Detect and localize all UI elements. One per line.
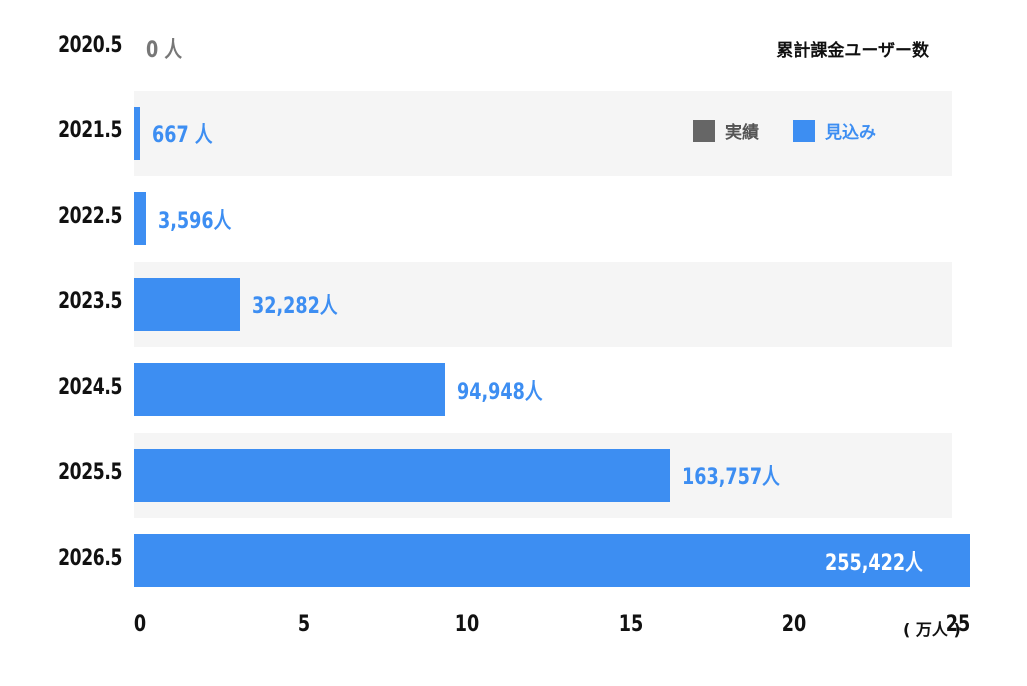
value-label: 163,757人 <box>681 465 780 491</box>
legend-swatch-actual <box>693 119 715 142</box>
value-label: 32,282人 <box>251 294 338 320</box>
legend: 実績 見込み <box>693 118 910 143</box>
row-band <box>134 5 952 91</box>
value-label: 255,422人 <box>824 550 923 576</box>
category-label: 2020.5 <box>58 32 122 58</box>
value-label: 667 人 <box>152 123 213 149</box>
category-label: 2023.5 <box>58 289 122 315</box>
x-tick-label: 25 <box>945 612 971 637</box>
bar <box>134 277 240 331</box>
legend-swatch-forecast <box>793 119 815 142</box>
x-tick-label: 20 <box>782 612 807 637</box>
legend-item-actual: 実績 <box>693 118 759 143</box>
bar <box>134 534 970 588</box>
x-tick-label: 0 <box>133 612 147 637</box>
bar <box>134 448 670 502</box>
chart-title: 累計課金ユーザー数 <box>776 41 929 61</box>
legend-item-forecast: 見込み <box>793 118 876 143</box>
legend-label-actual: 実績 <box>725 123 759 143</box>
x-axis-unit: ( 万人 ) <box>903 620 961 639</box>
category-label: 2022.5 <box>58 203 122 229</box>
value-label: 0 人 <box>146 37 182 63</box>
bar <box>134 363 445 417</box>
row-band <box>134 176 952 262</box>
category-label: 2024.5 <box>58 374 122 400</box>
category-label: 2025.5 <box>58 460 122 486</box>
value-label: 3,596人 <box>157 208 232 234</box>
x-tick-label: 15 <box>618 612 644 637</box>
row-band <box>134 90 952 176</box>
legend-label-forecast: 見込み <box>825 123 876 143</box>
bar <box>134 106 140 160</box>
value-label: 94,948人 <box>456 379 543 405</box>
category-label: 2021.5 <box>58 118 122 144</box>
x-tick-label: 5 <box>297 612 310 637</box>
x-tick-label: 10 <box>454 612 480 637</box>
category-label: 2026.5 <box>58 545 122 571</box>
row-band <box>134 261 952 347</box>
bar <box>134 192 146 246</box>
